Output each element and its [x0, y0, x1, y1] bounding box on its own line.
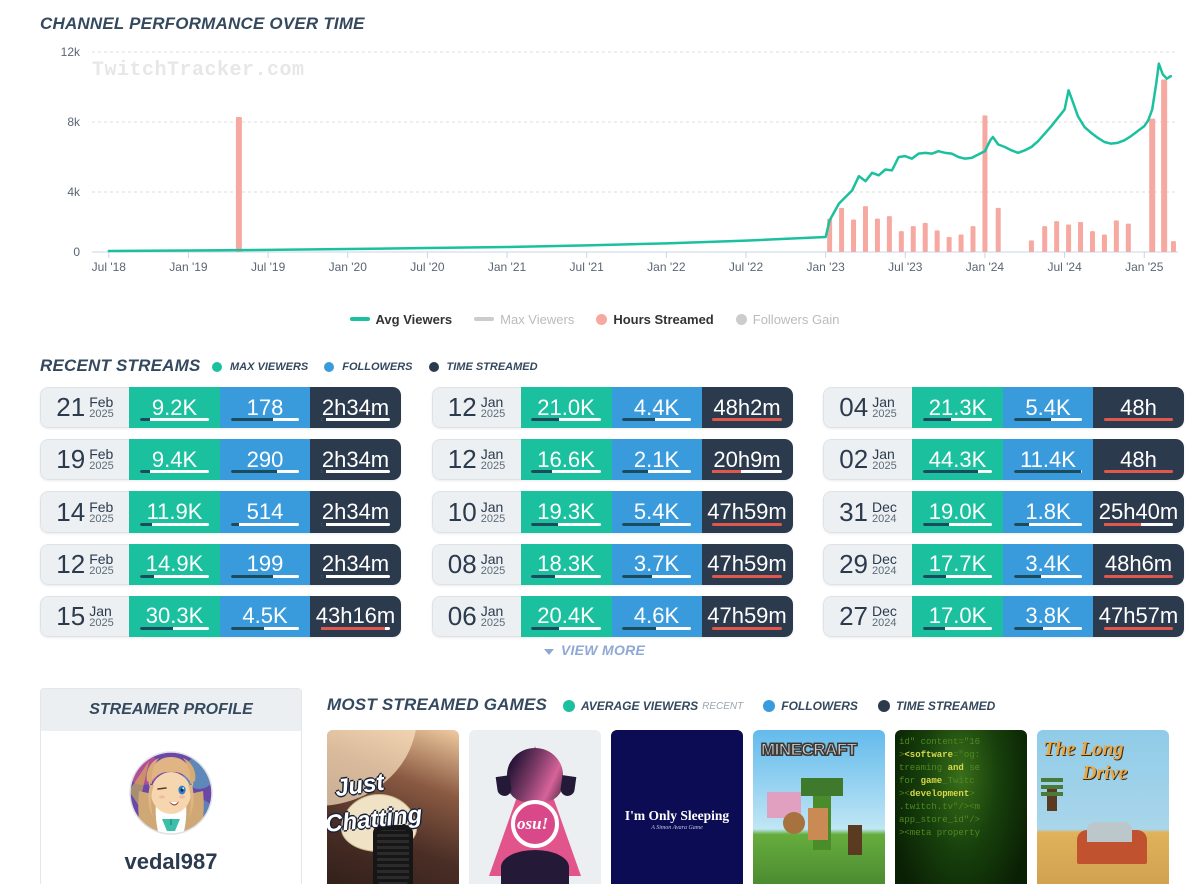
- svg-text:8k: 8k: [67, 115, 81, 129]
- svg-text:Jul '21: Jul '21: [570, 260, 605, 274]
- svg-text:Jul '23: Jul '23: [888, 260, 923, 274]
- svg-text:Jul '19: Jul '19: [251, 260, 286, 274]
- svg-text:Jul '20: Jul '20: [410, 260, 445, 274]
- svg-text:Jan '19: Jan '19: [169, 260, 208, 274]
- svg-text:Jan '22: Jan '22: [647, 260, 686, 274]
- svg-text:Jan '25: Jan '25: [1125, 260, 1164, 274]
- svg-text:Jul '22: Jul '22: [729, 260, 764, 274]
- svg-text:12k: 12k: [61, 45, 81, 59]
- svg-text:Jan '21: Jan '21: [488, 260, 527, 274]
- svg-text:Jan '23: Jan '23: [806, 260, 845, 274]
- svg-text:Jan '24: Jan '24: [966, 260, 1005, 274]
- svg-text:TwitchTracker.com: TwitchTracker.com: [92, 59, 305, 82]
- svg-text:Jul '18: Jul '18: [92, 260, 127, 274]
- svg-text:Jul '24: Jul '24: [1047, 260, 1082, 274]
- svg-text:0: 0: [73, 245, 80, 259]
- svg-text:Jan '20: Jan '20: [329, 260, 368, 274]
- svg-text:4k: 4k: [67, 185, 81, 199]
